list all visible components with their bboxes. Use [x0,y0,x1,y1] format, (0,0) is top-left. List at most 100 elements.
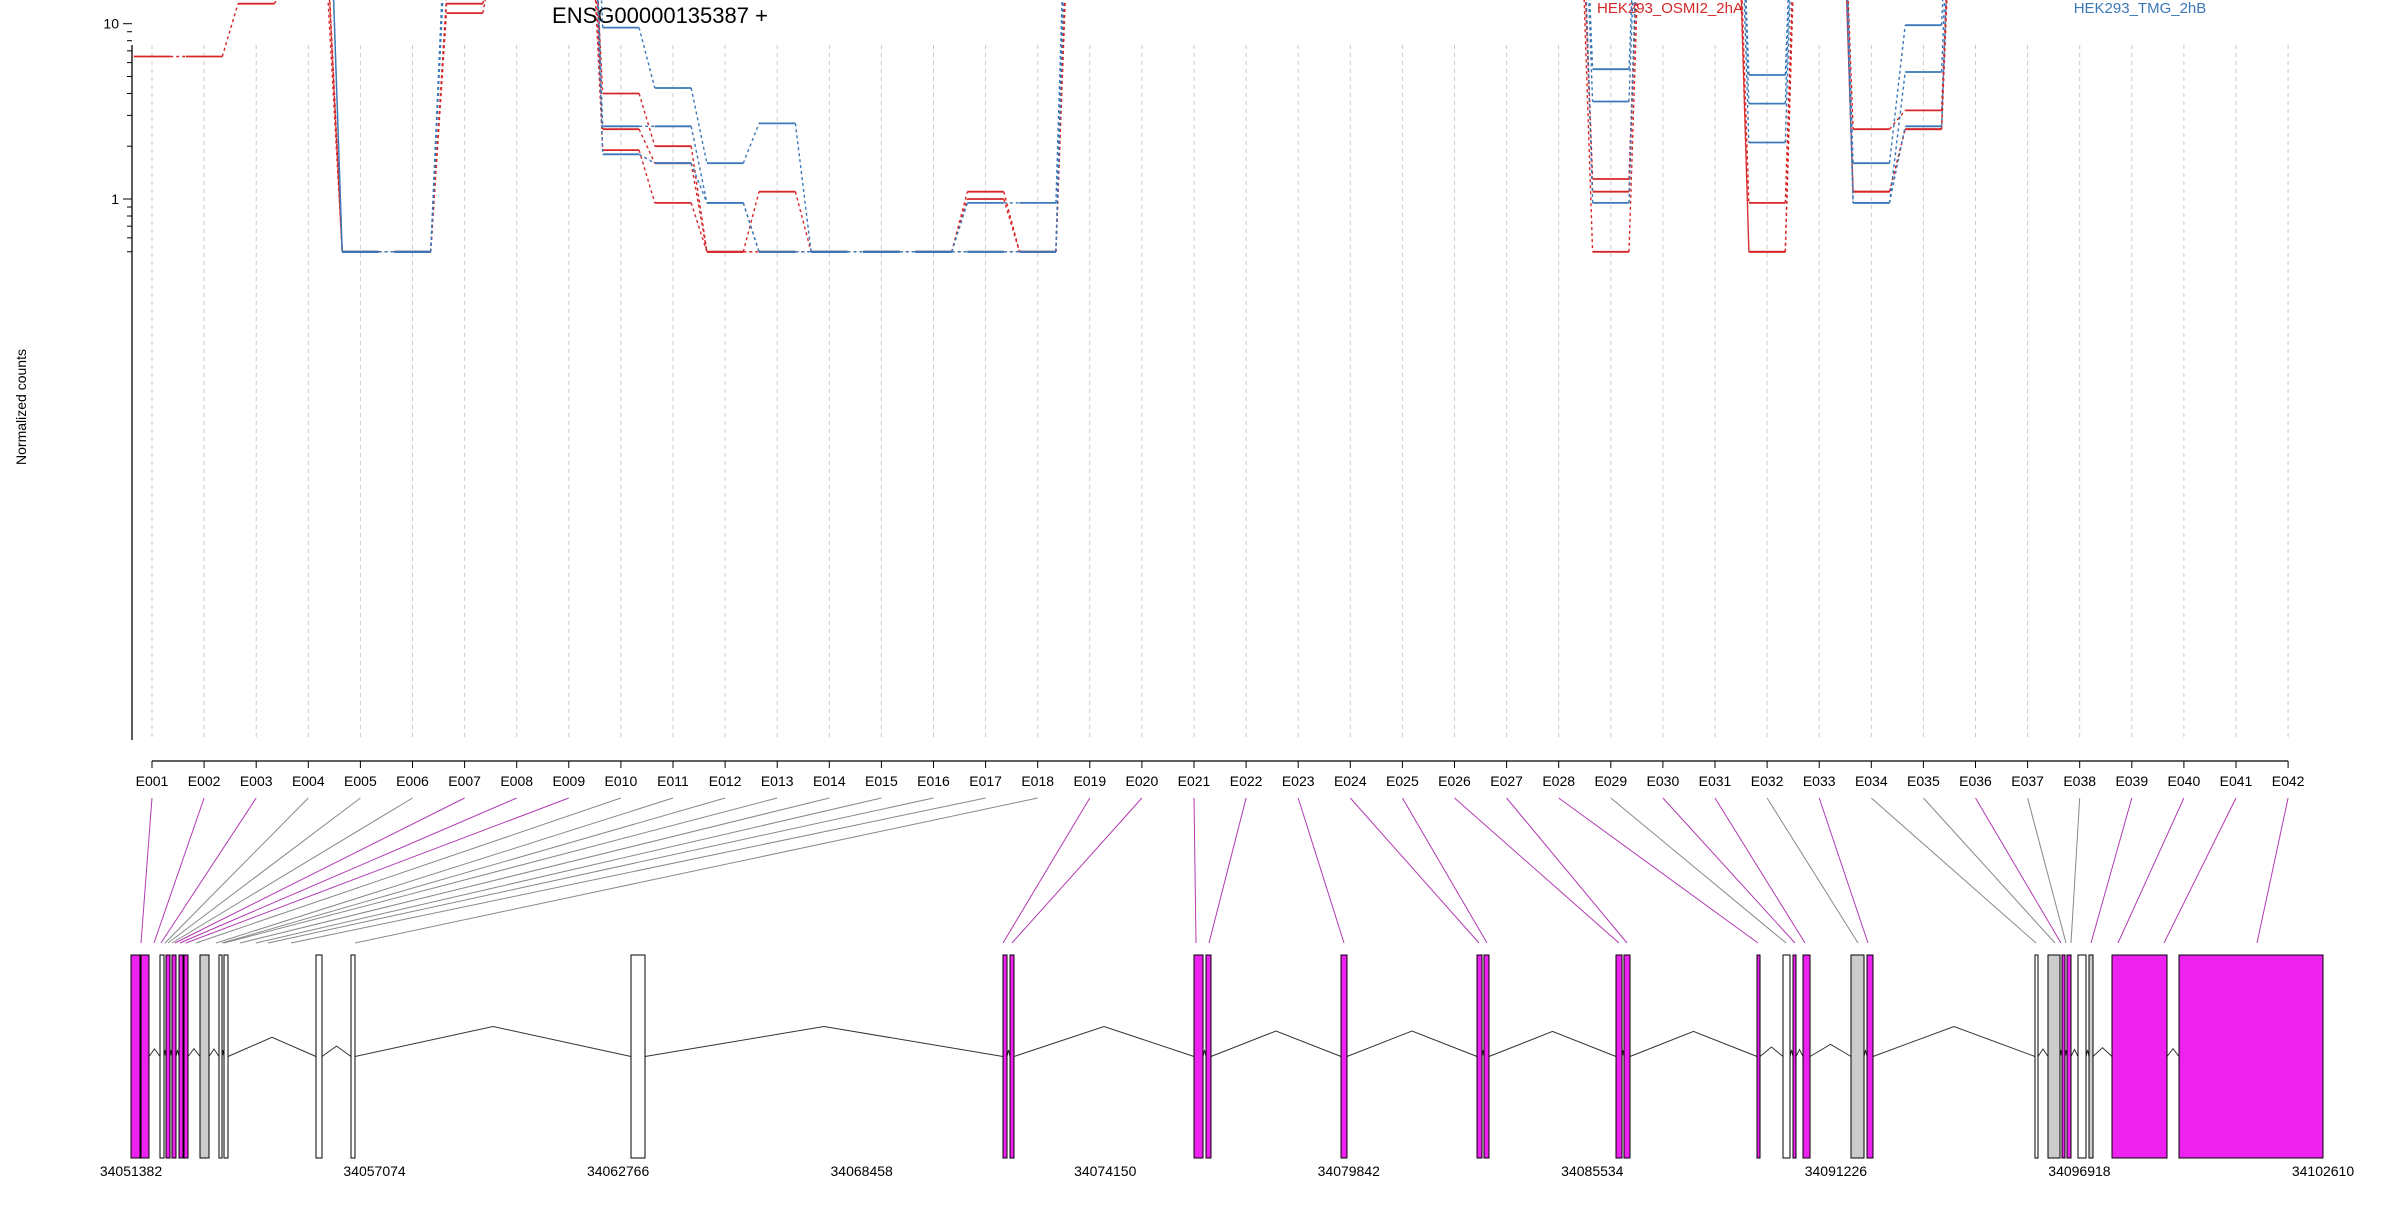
exon-label-e022: E022 [1230,773,1263,789]
exon-block-6 [178,954,184,1159]
exon-label-e014: E014 [813,773,846,789]
exon-label-e003: E003 [240,773,273,789]
series-2-rep-3-connector [332,0,1947,253]
exon-block-13 [630,954,646,1159]
exon-label-e008: E008 [500,773,533,789]
series-2-rep-1 [342,24,1942,253]
connector-e019 [1002,797,1091,944]
connector-e031 [1714,797,1806,944]
intron-29 [2037,1048,2049,1057]
exon-block-14 [1002,954,1008,1159]
exon-block-3 [159,954,165,1159]
exon-block-27 [1850,954,1865,1159]
exon-block-4 [165,954,171,1159]
exon-label-e018: E018 [1021,773,1054,789]
exon-label-e024: E024 [1334,773,1367,789]
connector-e021 [1193,797,1197,944]
exon-block-15 [1009,954,1015,1159]
coord-tick-1: 34051382 [100,1163,163,1179]
exon-block-22 [1623,954,1631,1159]
exon-label-e026: E026 [1438,773,1471,789]
connector-e016 [267,797,934,944]
exon-label-e017: E017 [969,773,1002,789]
coord-tick-6: 34079842 [1318,1163,1381,1179]
intron-10 [227,1036,317,1057]
grid-lines [151,45,2289,740]
exon-block-10 [223,954,229,1159]
exon-block-23 [1756,954,1761,1159]
exon-block-25 [1792,954,1797,1159]
connector-e007 [174,797,465,944]
exon-block-12 [350,954,356,1159]
exon-block-35 [2111,954,2168,1159]
connector-e002 [153,797,205,944]
exon-label-e013: E013 [761,773,794,789]
exon-block-16 [1193,954,1204,1159]
connector-e028 [1558,797,1759,944]
intron-12 [354,1025,632,1057]
exon-label-e012: E012 [709,773,742,789]
exon-label-e019: E019 [1073,773,1106,789]
exon-label-e007: E007 [448,773,481,789]
exon-label-e025: E025 [1386,773,1419,789]
intron-20 [1488,1030,1617,1057]
connector-e035 [1923,797,2056,944]
exon-label-e029: E029 [1594,773,1627,789]
coord-tick-5: 34074150 [1074,1163,1137,1179]
exon-block-19 [1476,954,1483,1159]
connector-e001 [140,797,153,944]
exon-label-e006: E006 [396,773,429,789]
intron-15 [1013,1025,1195,1057]
y-tick-label: 1 [111,191,119,207]
series-1-rep-2 [342,2,1942,253]
connector-e041 [2163,797,2237,944]
exon-labels: E001 E002 E003 E004 E005 E006 E007 E008 E009 E010… [136,773,2305,789]
connector-e037 [2027,797,2067,944]
connector-e023 [1297,797,1345,944]
exon-label-e027: E027 [1490,773,1523,789]
exon-label-e020: E020 [1126,773,1159,789]
exon-label-e038: E038 [2063,773,2096,789]
exon-block-21 [1615,954,1623,1159]
coord-tick-3: 34062766 [587,1163,650,1179]
connector-e020 [1011,797,1143,944]
connector-e033 [1818,797,1869,944]
exon-block-30 [2047,954,2061,1159]
exon-label-e034: E034 [1855,773,1888,789]
exon-connectors [140,797,2289,944]
exon-label-e028: E028 [1542,773,1575,789]
series-2-rep-2 [342,71,1942,253]
connector-e011 [215,797,674,944]
exon-block-5 [171,954,177,1159]
connector-e034 [1870,797,2037,944]
connector-e005 [167,797,361,944]
connector-e003 [160,797,257,944]
intron-35 [2166,1047,2180,1057]
coord-tick-7: 34085534 [1561,1163,1624,1179]
exon-block-1 [130,954,141,1159]
intron-13 [644,1025,1004,1057]
coord-tick-10: 34102610 [2292,1163,2355,1179]
exon-label-e033: E033 [1803,773,1836,789]
intron-2 [148,1047,161,1057]
exon-block-8 [199,954,210,1159]
intron-22 [1629,1030,1758,1057]
series-2-rep-3 [342,125,1942,253]
connector-e032 [1766,797,1859,944]
exon-label-e031: E031 [1699,773,1732,789]
exon-block-24 [1782,954,1791,1159]
exon-block-31 [2061,954,2066,1159]
series-1-rep-3-connector [170,0,1948,253]
series-1-rep-1 [342,92,1942,253]
exon-block-36 [2178,954,2324,1159]
series-1-rep-3 [133,2,1942,253]
connector-e024 [1349,797,1480,944]
exon-label-e016: E016 [917,773,950,789]
intron-17 [1210,1030,1342,1057]
connector-e017 [290,797,986,944]
connector-e018 [354,797,1038,944]
connector-e022 [1208,797,1247,944]
connector-e012 [221,797,726,944]
chart-title: ENSG00000135387 + [552,3,768,28]
